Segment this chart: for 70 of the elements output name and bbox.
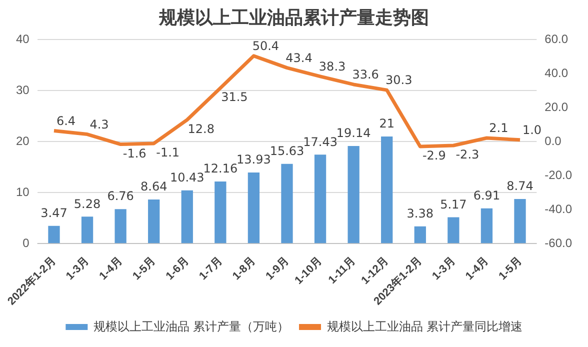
x-tick-label: 1-9月: [264, 255, 292, 283]
bar: [48, 226, 60, 244]
bar: [348, 146, 360, 244]
bar: [248, 172, 260, 244]
data-label: 19.14: [336, 126, 371, 140]
x-tick-label: 1-5月: [496, 255, 524, 283]
x-tick-label: 1-4月: [97, 255, 125, 283]
data-label: 31.5: [221, 90, 248, 104]
bar: [114, 209, 126, 244]
y-tick-label: 10: [16, 184, 30, 199]
y2-tick-label: 0.0: [544, 134, 562, 148]
data-label: 4.3: [90, 117, 109, 132]
data-label: 8.64: [140, 180, 168, 194]
chart-title: 规模以上工业油品累计产量走势图: [158, 7, 429, 28]
bar: [514, 199, 526, 244]
data-label: 50.4: [252, 39, 280, 54]
bar: [448, 217, 460, 244]
x-tick-label: 1-3月: [430, 255, 458, 283]
y2-tick-label: 60.0: [544, 32, 568, 46]
x-tick-label: 1-8月: [230, 255, 258, 283]
data-label: -2.3: [456, 148, 480, 162]
data-label: 12.16: [203, 162, 238, 176]
data-label: 15.63: [270, 144, 304, 158]
data-label: 6.4: [56, 114, 76, 128]
bar: [480, 208, 493, 244]
data-label: 30.3: [386, 73, 412, 88]
y-tick-label: 0: [22, 236, 30, 250]
y-tick-label: 20: [16, 134, 30, 148]
x-tick-label: 1-6月: [164, 255, 192, 283]
data-label: -1.6: [122, 146, 146, 160]
data-label: -2.9: [422, 148, 446, 163]
data-label: 2.1: [489, 121, 508, 136]
y-tick-label: 30: [16, 82, 30, 97]
bar: [81, 216, 94, 244]
y2-tick-label: 20.0: [544, 100, 568, 114]
data-label: 33.6: [352, 68, 379, 82]
y2-tick-label: 40.0: [544, 66, 568, 80]
y2-tick-label: -60.0: [544, 236, 572, 250]
bar: [314, 154, 326, 244]
data-label: 21: [379, 116, 394, 131]
legend-label: 规模以上工业油品 累计产量同比增速: [327, 319, 522, 334]
x-tick-label: 1-5月: [130, 255, 158, 283]
data-label: 43.4: [286, 50, 312, 65]
bar: [414, 226, 426, 244]
x-tick-label: 1-7月: [197, 255, 225, 283]
data-label: 10.43: [170, 170, 204, 185]
y2-tick-label: -40.0: [544, 202, 572, 216]
bar: [214, 182, 226, 244]
data-label: 1.0: [522, 123, 542, 138]
data-label: 8.74: [506, 179, 534, 194]
data-label: 3.38: [406, 206, 434, 220]
data-label: 38.3: [318, 60, 346, 74]
data-label: 5.17: [440, 197, 467, 212]
y2-tick-label: -20.0: [544, 168, 572, 182]
data-label: 6.76: [107, 189, 134, 204]
x-tick-label: 1-4月: [463, 255, 491, 283]
data-label: 3.47: [40, 206, 68, 220]
x-tick-label: 1-3月: [64, 255, 92, 283]
data-label: 12.8: [188, 122, 214, 136]
y-tick-label: 40: [16, 32, 30, 46]
bar: [181, 190, 193, 244]
bar: [281, 164, 293, 244]
bar: [381, 136, 393, 244]
data-label: 13.93: [236, 152, 271, 167]
data-label: 17.43: [303, 134, 338, 149]
data-label: -1.1: [156, 146, 180, 160]
data-label: 5.28: [74, 196, 101, 211]
legend-label: 规模以上工业油品 累计产量（万吨）: [94, 319, 290, 334]
data-label: 6.91: [473, 188, 500, 202]
bar: [148, 200, 160, 244]
